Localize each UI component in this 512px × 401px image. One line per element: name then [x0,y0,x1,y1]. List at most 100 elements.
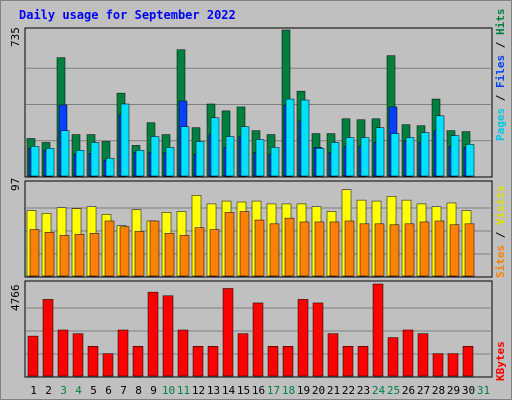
chart-title: Daily usage for September 2022 [19,8,236,22]
sites-bar [89,233,100,277]
day-label: 23 [357,384,370,397]
sites-bar [254,219,265,277]
panel1-max-label: 735 [9,27,22,47]
pages-bar [405,137,415,177]
kbytes-bar [447,353,459,377]
sites-bar [29,229,40,277]
legend-pages: Pages [494,108,507,141]
sites-bar [164,233,175,277]
day-label: 22 [342,384,355,397]
pages-bar [255,139,265,177]
legend-kbytes: KBytes [494,341,507,381]
pages-bar [45,148,55,177]
pages-bar [75,150,85,177]
day-label: 8 [135,384,142,397]
kbytes-bar [267,346,279,377]
day-label: 24 [372,384,386,397]
sites-bar [104,220,115,277]
kbytes-bar [222,288,234,377]
sites-bar [59,234,70,277]
kbytes-bar [357,346,369,377]
svg-text:Pages / Files / Hits: Pages / Files / Hits [494,9,507,142]
kbytes-bar [57,329,69,377]
day-label: 30 [462,384,475,397]
sites-bar [134,231,145,277]
day-label: 21 [327,384,340,397]
pages-bar [180,126,190,177]
kbytes-bar [72,333,84,377]
pages-bar [135,150,145,177]
pages-bar [360,137,370,177]
sites-bar [119,226,130,277]
kbytes-panel [24,280,493,378]
pages-bar [285,98,295,177]
pages-bar [300,99,310,177]
sites-bar [209,229,220,277]
sites-bar [449,224,460,277]
sites-bar [344,220,355,277]
kbytes-bar [312,302,324,377]
kbytes-bar [372,283,384,377]
pages-bar [345,137,355,177]
kbytes-bar [192,346,204,377]
kbytes-bar [297,299,309,377]
day-label: 12 [192,384,205,397]
kbytes-bar [147,291,159,377]
day-label: 26 [402,384,415,397]
pages-bar [465,144,475,177]
pages-bar [165,147,175,177]
sites-bar [314,221,325,277]
sites-bar [404,223,415,277]
kbytes-bar [42,299,54,377]
day-label: 5 [90,384,97,397]
day-label: 2 [45,384,52,397]
sites-bar [374,223,385,277]
day-labels: 1 2 3 4 5 6 7 8 9 10 11 12 13 14 15 16 17 18 19 20 21 22 23 24 2… [30,384,490,397]
kbytes-bar [207,346,219,377]
day-label: 13 [207,384,220,397]
pages-bar [105,157,115,177]
sites-bar [359,223,370,277]
day-label: 18 [282,384,295,397]
pages-bar [195,141,205,177]
kbytes-bar [432,353,444,377]
pages-bar [240,126,250,177]
pages-bar [120,103,130,177]
panel3-max-label: 4766 [9,285,22,312]
sites-bar [269,223,280,277]
visits-sites-panel [24,180,493,278]
day-label: 27 [417,384,430,397]
kbytes-bar [252,302,264,377]
legend-files: Files [494,55,507,88]
pages-bar [60,130,70,177]
day-label: 11 [177,384,190,397]
legend-visits: Visits [494,185,507,225]
kbytes-bar [237,333,249,377]
day-label: 25 [387,384,400,397]
day-label: 17 [267,384,280,397]
day-label: 31 [477,384,490,397]
pages-bar [270,147,280,177]
day-label: 1 [30,384,37,397]
svg-text:Sites / Visits: Sites / Visits [494,185,507,278]
day-label: 14 [222,384,236,397]
kbytes-bar [102,353,114,377]
pages-bar [210,117,220,177]
sites-bar [224,212,235,277]
sites-bar [194,227,205,277]
panel1-legend: Pages / Files / Hits [494,9,507,142]
sites-bar [149,220,160,277]
pages-bar [330,142,340,177]
kbytes-bar [402,329,414,377]
kbytes-bar [387,337,399,377]
day-label: 3 [60,384,67,397]
pages-bar [390,133,400,177]
sites-bar [44,232,55,277]
day-label: 6 [105,384,112,397]
day-label: 4 [75,384,82,397]
sites-bar [389,224,400,277]
pages-bar [420,132,430,177]
hits-files-pages-panel [24,27,493,178]
sites-bar [74,234,85,277]
